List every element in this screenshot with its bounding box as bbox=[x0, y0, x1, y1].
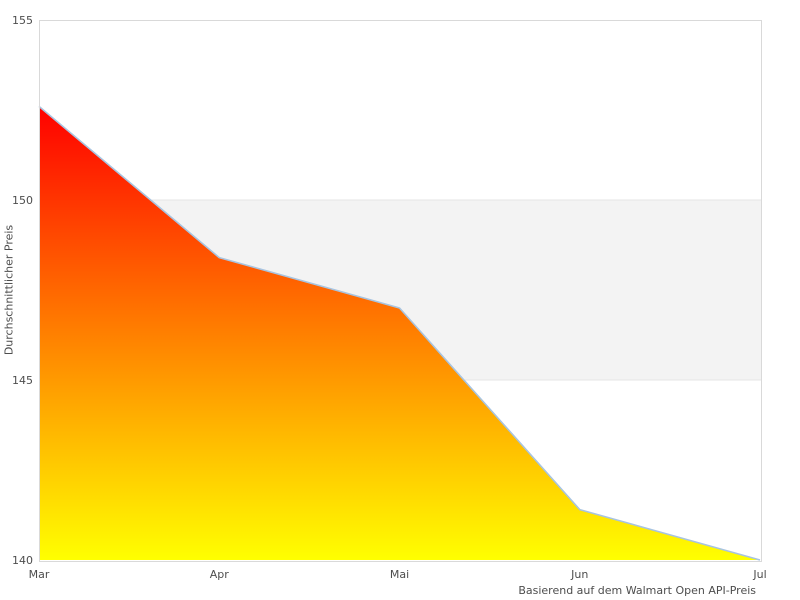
chart-caption: Basierend auf dem Walmart Open API-Preis bbox=[518, 584, 756, 597]
price-line bbox=[38, 105, 761, 561]
y-tick-label-155: 155 bbox=[12, 14, 33, 27]
x-tick-label-Mai: Mai bbox=[390, 568, 409, 581]
area-fill bbox=[39, 106, 760, 561]
y-tick-label-145: 145 bbox=[12, 374, 33, 387]
x-tick-label-Jun: Jun bbox=[570, 568, 588, 581]
y-tick-label-140: 140 bbox=[12, 554, 33, 567]
x-tick-label-Jul: Jul bbox=[752, 568, 766, 581]
plot-border bbox=[39, 20, 762, 562]
x-tick-label-Apr: Apr bbox=[210, 568, 230, 581]
x-tick-label-Mar: Mar bbox=[29, 568, 50, 581]
y-axis-label: Durchschnittlicher Preis bbox=[2, 224, 16, 356]
y-tick-label-150: 150 bbox=[12, 194, 33, 207]
